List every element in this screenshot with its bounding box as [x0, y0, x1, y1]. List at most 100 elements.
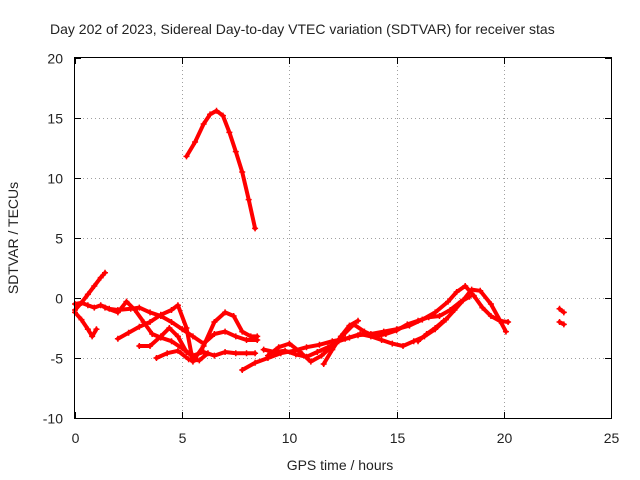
data-point — [415, 338, 422, 345]
data-point — [196, 357, 203, 364]
data-point — [243, 350, 250, 357]
data-point — [252, 359, 259, 366]
data-point — [264, 352, 271, 359]
data-point — [164, 350, 171, 357]
data-point — [297, 349, 304, 355]
data-point — [211, 352, 218, 359]
data-point — [346, 322, 353, 329]
x-tick-label: 15 — [390, 430, 406, 446]
data-point — [157, 311, 164, 318]
series-line-arc-l — [416, 318, 446, 344]
data-point — [207, 111, 214, 118]
data-point — [232, 148, 239, 155]
data-point — [425, 314, 432, 321]
data-point — [372, 333, 379, 340]
data-point — [222, 349, 229, 355]
data-point — [132, 307, 139, 313]
data-point — [157, 333, 164, 340]
data-point — [560, 309, 567, 316]
data-point — [247, 333, 254, 340]
data-point — [136, 323, 143, 330]
data-point — [204, 350, 211, 357]
x-tick-label: 20 — [497, 430, 513, 446]
data-point — [222, 328, 229, 335]
y-tick-label: -5 — [51, 351, 64, 367]
data-point — [114, 335, 121, 342]
data-point — [292, 351, 299, 358]
data-point — [346, 334, 353, 341]
x-tick-label: 10 — [282, 430, 298, 446]
data-point — [423, 331, 430, 337]
data-point — [232, 333, 239, 340]
data-point — [487, 313, 494, 319]
data-point — [445, 298, 452, 305]
data-point — [189, 333, 196, 340]
data-point — [211, 331, 218, 337]
x-tick-label: 25 — [604, 430, 620, 446]
series-line-arc-f — [137, 310, 260, 360]
x-tick-label: 5 — [179, 430, 187, 446]
data-point — [286, 340, 293, 347]
data-point — [453, 289, 460, 295]
data-point — [357, 331, 364, 337]
data-point — [496, 316, 503, 323]
data-point — [226, 129, 233, 136]
data-point — [479, 304, 486, 311]
data-point — [174, 347, 181, 354]
data-point — [219, 112, 226, 119]
data-point — [415, 317, 422, 324]
x-axis-label: GPS time / hours — [287, 457, 394, 473]
data-point — [470, 292, 477, 299]
data-series — [72, 107, 567, 373]
data-point — [168, 338, 175, 345]
data-point — [393, 327, 400, 334]
y-tick-label: -10 — [43, 411, 63, 427]
data-point — [329, 346, 336, 353]
data-point — [89, 333, 96, 340]
axis-ticks: 0 5 10 15 20 25 -10 -5 0 5 10 15 20 — [43, 51, 620, 447]
data-point — [316, 341, 323, 348]
data-point — [84, 302, 91, 309]
data-point — [239, 367, 246, 373]
data-point — [378, 337, 385, 343]
data-point — [282, 347, 289, 354]
data-point — [200, 121, 207, 127]
data-point — [505, 319, 512, 325]
x-tick-label: 0 — [72, 430, 80, 446]
data-point — [168, 307, 175, 313]
data-point — [147, 319, 154, 325]
data-point — [337, 333, 344, 340]
data-point — [222, 309, 229, 316]
data-point — [432, 325, 439, 331]
data-point — [78, 316, 85, 323]
data-point — [183, 349, 190, 355]
data-point — [239, 169, 246, 175]
data-point — [78, 299, 85, 306]
data-point — [436, 313, 443, 319]
data-point — [487, 301, 494, 307]
series-line-arc-c — [73, 310, 99, 339]
data-point — [192, 139, 199, 145]
data-point — [320, 361, 327, 367]
data-point — [153, 355, 160, 361]
data-point — [254, 333, 261, 340]
data-point — [318, 352, 325, 359]
data-point — [239, 328, 246, 335]
data-point — [102, 304, 109, 311]
data-point — [97, 302, 104, 309]
data-point — [174, 333, 181, 340]
y-tick-label: 0 — [55, 291, 63, 307]
data-point — [166, 325, 173, 331]
data-point — [245, 196, 252, 203]
data-point — [382, 331, 389, 337]
data-point — [404, 321, 411, 328]
data-point — [183, 153, 190, 160]
data-point — [183, 325, 190, 331]
data-point — [440, 317, 447, 324]
data-point — [432, 309, 439, 316]
data-point — [260, 346, 267, 353]
data-point — [147, 309, 154, 316]
data-point — [93, 326, 100, 333]
data-point — [168, 319, 175, 325]
